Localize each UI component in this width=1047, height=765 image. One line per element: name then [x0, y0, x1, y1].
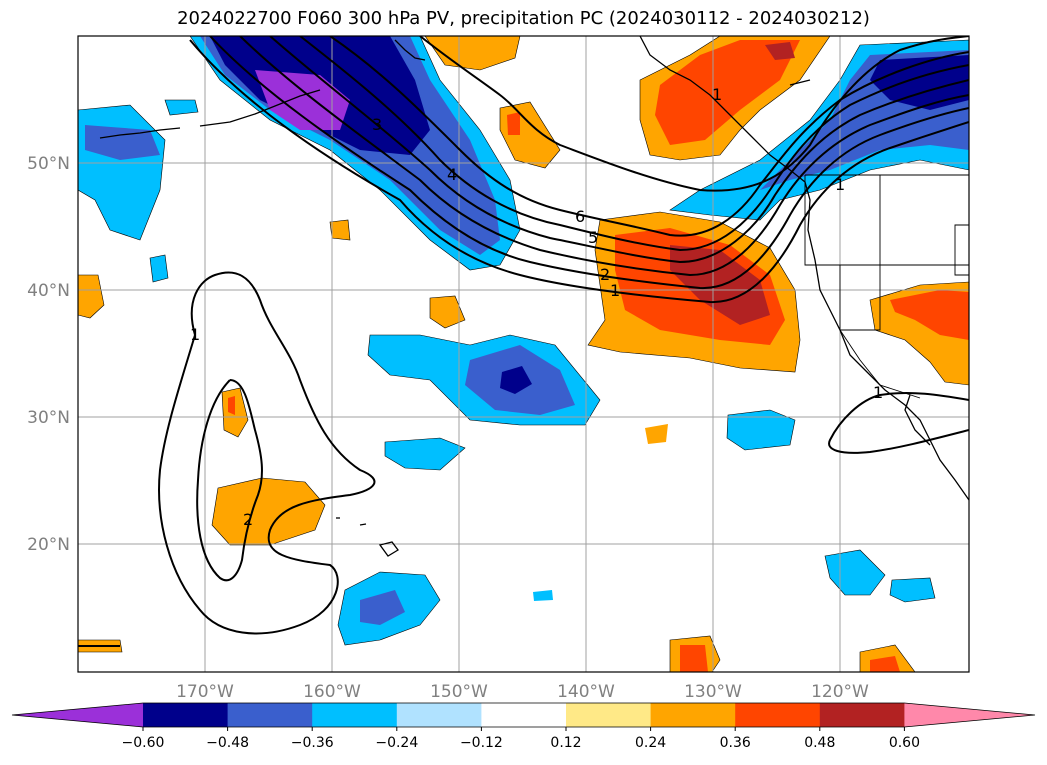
lat-label-40n: 40°N — [27, 281, 70, 301]
longitude-labels: 170°W 160°W 150°W 140°W 130°W 120°W — [176, 682, 869, 702]
positive-anomaly-west — [78, 274, 105, 319]
lon-label-120w: 120°W — [811, 682, 869, 702]
map-plot-area: 6 5 4 3 2 1 1 1 2 1 1 — [78, 36, 969, 672]
positive-anomaly-south-1 — [669, 635, 721, 672]
lon-label-150w: 150°W — [430, 682, 488, 702]
map-title: 2024022700 F060 300 hPa PV, precipitatio… — [177, 8, 870, 29]
colorbar-segment — [735, 703, 821, 727]
negative-anomaly-small-3 — [533, 590, 553, 601]
contour-label-2: 2 — [600, 265, 610, 284]
colorbar-segment — [143, 703, 229, 727]
colorbar-segment — [650, 703, 736, 727]
contour-label-6: 6 — [575, 207, 585, 226]
lon-label-160w: 160°W — [303, 682, 361, 702]
colorbar-tick-label: 0.24 — [635, 735, 666, 751]
colorbar-tick-label: 0.60 — [889, 735, 920, 751]
positive-anomaly-main — [587, 211, 801, 373]
colorbar-segment — [819, 703, 905, 727]
negative-anomaly-southwest — [337, 571, 441, 646]
map-frame — [77, 35, 970, 673]
colorbar-segment — [566, 703, 652, 727]
colorbar-segment — [481, 703, 567, 727]
negative-anomaly-central — [367, 334, 601, 426]
contour-labels: 6 5 4 3 2 1 1 1 2 1 1 — [190, 85, 883, 529]
negative-anomaly-west-core — [85, 125, 160, 160]
coastlines — [99, 36, 969, 557]
colorbar-tick-label: −0.48 — [206, 735, 249, 751]
colorbar-tick-label: −0.24 — [375, 735, 418, 751]
colorbar-tick-label: −0.60 — [122, 735, 165, 751]
positive-anomaly-subtropical — [211, 477, 326, 546]
contour-label-2b: 2 — [243, 510, 253, 529]
lat-label-20n: 20°N — [27, 535, 70, 555]
pv-contours — [78, 36, 969, 647]
positive-anomaly-subtropical-north — [221, 387, 249, 438]
latitude-labels: 50°N 40°N 30°N 20°N — [27, 154, 70, 555]
colorbar-tick-label: −0.12 — [460, 735, 503, 751]
positive-anomaly-east-coast — [869, 281, 969, 386]
borders — [804, 174, 969, 399]
lon-label-170w: 170°W — [176, 682, 234, 702]
negative-anomaly-east-1 — [726, 409, 796, 451]
lon-label-140w: 140°W — [557, 682, 615, 702]
colorbar-extend-low — [12, 703, 143, 727]
colorbar-tick-label: 0.12 — [550, 735, 581, 751]
colorbar-segment — [312, 703, 398, 727]
contour-label-3: 3 — [372, 115, 382, 134]
colorbar-segment — [227, 703, 313, 727]
positive-anomaly-small-north — [499, 101, 561, 169]
positive-anomaly-north — [639, 36, 831, 161]
lat-label-50n: 50°N — [27, 154, 70, 174]
contour-label-1b: 1 — [835, 175, 845, 194]
contour-label-1c: 1 — [190, 325, 200, 344]
positive-anomaly-small-2 — [429, 295, 466, 329]
colorbar-tick-label: 0.48 — [804, 735, 835, 751]
contour-label-1a: 1 — [610, 281, 620, 300]
colorbar-tick-label: −0.36 — [291, 735, 334, 751]
contour-label-1d: 1 — [873, 383, 883, 402]
positive-anomaly-small-3 — [645, 424, 668, 444]
negative-anomaly-small-1 — [164, 99, 199, 116]
positive-anomaly-small-1 — [329, 219, 351, 241]
negative-anomaly-south-central — [384, 437, 466, 471]
colorbar-segment — [396, 703, 482, 727]
positive-anomaly-top — [424, 36, 521, 71]
lon-label-130w: 130°W — [684, 682, 742, 702]
positive-anomaly-south-2 — [859, 644, 916, 672]
colorbar-extend-high — [904, 703, 1035, 727]
lat-label-30n: 30°N — [27, 408, 70, 428]
colorbar-tick-label: 0.36 — [720, 735, 751, 751]
contour-label-5: 5 — [588, 228, 598, 247]
negative-anomaly-east-3 — [889, 577, 936, 603]
contour-label-1e: 1 — [712, 85, 722, 104]
negative-anomaly-small-2 — [149, 254, 169, 283]
colorbar: −0.60 −0.48 −0.36 −0.24 −0.12 0.12 0.24 0.36 0.4… — [11, 702, 1036, 751]
contour-label-4: 4 — [447, 165, 457, 184]
